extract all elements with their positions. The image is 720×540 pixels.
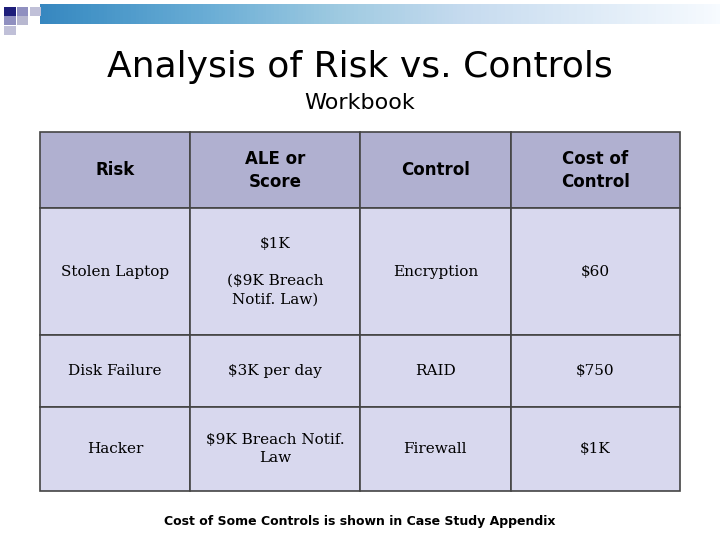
Text: Stolen Laptop: Stolen Laptop bbox=[60, 265, 169, 279]
Text: Encryption: Encryption bbox=[392, 265, 478, 279]
Text: RAID: RAID bbox=[415, 364, 456, 378]
Text: $1K: $1K bbox=[580, 442, 611, 456]
Text: Workbook: Workbook bbox=[305, 92, 415, 113]
Text: Analysis of Risk vs. Controls: Analysis of Risk vs. Controls bbox=[107, 51, 613, 84]
Text: $60: $60 bbox=[581, 265, 610, 279]
Text: Firewall: Firewall bbox=[403, 442, 467, 456]
Text: Control: Control bbox=[401, 161, 469, 179]
Text: ALE or
Score: ALE or Score bbox=[245, 150, 305, 191]
Text: Risk: Risk bbox=[95, 161, 135, 179]
Text: $1K

($9K Breach
Notif. Law): $1K ($9K Breach Notif. Law) bbox=[227, 237, 323, 306]
Text: Disk Failure: Disk Failure bbox=[68, 364, 162, 378]
Text: Hacker: Hacker bbox=[86, 442, 143, 456]
Text: $750: $750 bbox=[576, 364, 615, 378]
Text: Cost of
Control: Cost of Control bbox=[561, 150, 630, 191]
Text: $9K Breach Notif.
Law: $9K Breach Notif. Law bbox=[206, 433, 344, 465]
Text: Cost of Some Controls is shown in Case Study Appendix: Cost of Some Controls is shown in Case S… bbox=[164, 515, 556, 528]
Text: $3K per day: $3K per day bbox=[228, 364, 322, 378]
